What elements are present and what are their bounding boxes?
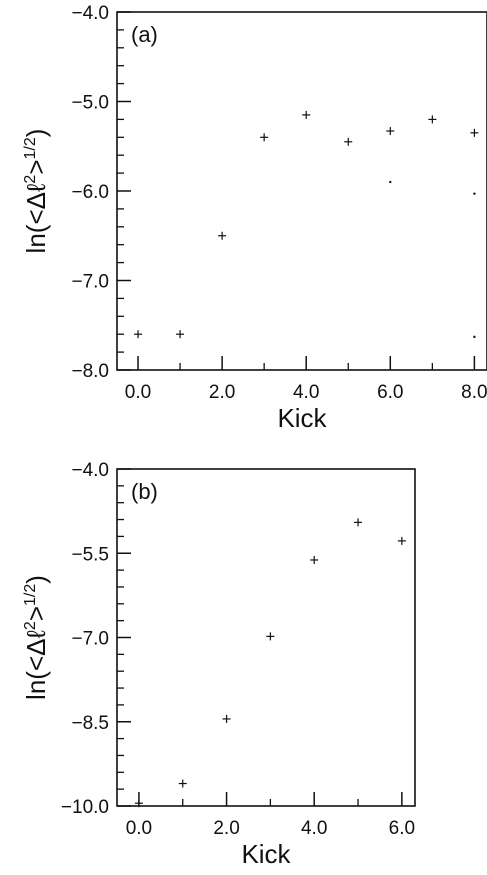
data-point-plus (218, 231, 227, 240)
y-tick-label: −6.0 (71, 182, 109, 203)
panel-label: (b) (131, 479, 158, 504)
x-tick-label: 4.0 (301, 818, 327, 839)
y-tick-label: −4.0 (71, 460, 109, 481)
y-axis-title: ln(<Δℓ2>1/2) (21, 129, 51, 254)
y-axis-title-suffix: ) (21, 575, 51, 584)
data-point-plus (178, 779, 187, 788)
x-tick-label: 4.0 (293, 382, 319, 403)
x-tick-label: 2.0 (209, 382, 235, 403)
y-axis-title-suffix: ) (21, 129, 51, 138)
x-tick-label: 0.0 (125, 382, 151, 403)
data-point-plus (470, 128, 479, 137)
x-tick-label: 0.0 (126, 818, 152, 839)
x-axis-title: Kick (277, 403, 327, 433)
data-point-plus (428, 115, 437, 124)
y-tick-label: −8.0 (71, 361, 109, 382)
y-axis-title-sup: 1/2 (22, 584, 39, 606)
y-axis-title-sup: 2 (22, 175, 39, 184)
data-point-plus (260, 133, 269, 142)
panel-b: −10.0 −8.5 −7.0 −5.5 −4.0 0.0 2.0 4.0 6.0 Kick ln(… (21, 460, 416, 869)
data-point-dot (473, 192, 476, 195)
x-tick-label: 6.0 (389, 818, 415, 839)
data-point-plus (302, 110, 311, 119)
y-axis-title: ln(<Δℓ2>1/2) (21, 575, 51, 700)
data-point-plus (386, 127, 395, 136)
y-tick-label: −10.0 (61, 797, 109, 818)
data-point-plus (222, 714, 231, 723)
y-axis-title-sup: 1/2 (22, 137, 39, 159)
plot-frame (116, 468, 416, 807)
plot-frame (116, 11, 487, 371)
y-tick-label: −8.5 (71, 713, 109, 734)
y-tick-label: −5.0 (71, 93, 109, 114)
x-axis-title: Kick (241, 839, 291, 869)
data-point-plus (397, 536, 406, 545)
data-point-dot (473, 335, 476, 339)
x-tick-label: 2.0 (213, 818, 239, 839)
y-axis-title-sup: 2 (22, 621, 39, 630)
data-point-plus (134, 799, 143, 808)
data-point-plus (310, 555, 319, 564)
data-point-plus (176, 330, 185, 339)
data-point-dot (389, 180, 392, 184)
data-point-plus (134, 330, 143, 339)
y-axis-title-middle: > (21, 159, 51, 174)
y-tick-label: −7.0 (71, 629, 109, 650)
x-tick-label: 6.0 (377, 382, 403, 403)
data-point-plus (344, 137, 353, 146)
y-axis-title-prefix: ln(<Δℓ (21, 183, 51, 253)
y-axis-title-middle: > (21, 606, 51, 621)
x-tick-label: 8.0 (461, 382, 487, 403)
y-tick-label: −5.5 (71, 544, 109, 565)
y-tick-label: −4.0 (71, 3, 109, 24)
panel-label: (a) (131, 22, 158, 47)
y-axis-title-prefix: ln(<Δℓ (21, 629, 51, 699)
data-point-plus (266, 632, 275, 641)
y-tick-label: −7.0 (71, 272, 109, 293)
panel-a: −8.0 −7.0 −6.0 −5.0 −4.0 0.0 2.0 4.0 6.0 8.0 Kick l… (21, 3, 487, 433)
data-point-plus (354, 518, 363, 527)
